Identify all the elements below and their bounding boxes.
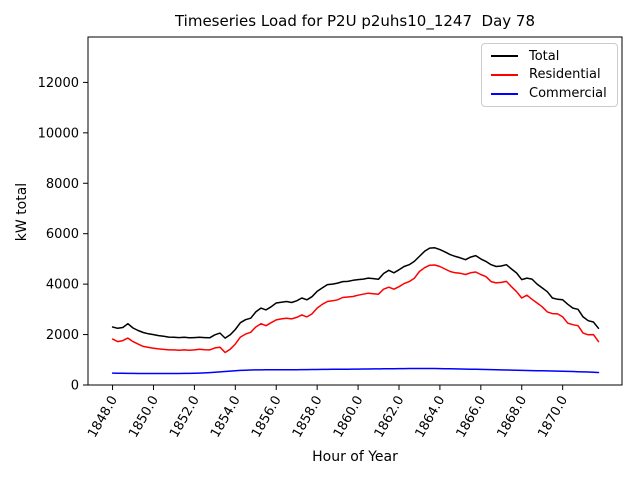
y-tick-label: 6000 [46,227,79,242]
y-tick-label: 4000 [46,278,79,293]
x-tick-label: 1864.0 [413,394,449,441]
legend-item-commercial: Commercial [482,87,617,100]
x-tick-label: 1850.0 [126,394,162,441]
x-tick-label: 1852.0 [167,394,203,441]
legend: Total Residential Commercial [481,43,618,107]
x-axis-label: Hour of Year [312,449,398,465]
y-tick-label: 10000 [38,126,79,141]
series-line-total [111,247,600,339]
x-tick-label: 1858.0 [290,394,326,441]
legend-label-commercial: Commercial [529,86,607,102]
x-tick-label: 1854.0 [208,394,244,441]
x-tick-label: 1848.0 [85,394,121,441]
x-tick-label: 1870.0 [535,394,571,441]
plot-frame [87,36,623,386]
legend-line-commercial-icon [491,92,518,95]
y-tick-label: 0 [71,379,79,394]
legend-label-residential: Residential [529,67,601,83]
y-tick-label: 8000 [46,177,79,192]
series-line-residential [111,264,600,354]
legend-line-total-icon [491,55,518,58]
legend-line-residential-icon [491,73,518,76]
x-tick-label: 1868.0 [494,394,530,441]
y-axis-label: kW total [14,182,30,242]
legend-item-residential: Residential [482,68,617,81]
series-line-commercial [111,367,600,375]
x-tick-label: 1866.0 [454,394,490,441]
chart-title: Timeseries Load for P2U p2uhs10_1247 Day… [174,12,536,30]
y-tick-label: 2000 [46,328,79,343]
x-tick-label: 1860.0 [331,394,367,441]
y-tick-label: 12000 [38,76,79,91]
x-tick-label: 1856.0 [249,394,285,441]
x-tick-label: 1862.0 [372,394,408,441]
legend-item-total: Total [482,50,617,63]
legend-label-total: Total [529,48,560,64]
